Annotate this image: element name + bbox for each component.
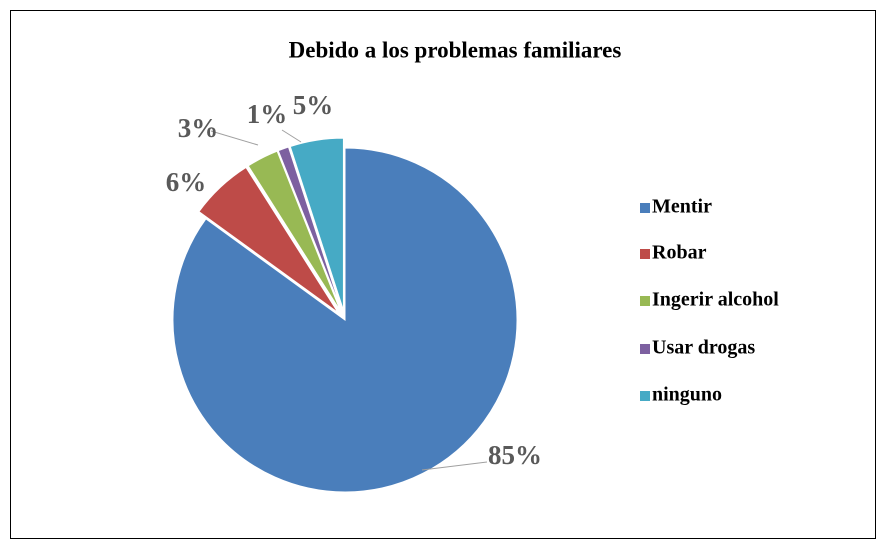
chart-title: Debido a los problemas familiares (289, 37, 622, 62)
leader-line (421, 461, 488, 471)
pie-slice (289, 137, 344, 311)
legend-label: ninguno (652, 384, 722, 406)
data-label: 5% (293, 90, 334, 120)
legend-swatch (640, 391, 650, 401)
leader-line (281, 129, 302, 143)
legend-swatch (640, 296, 650, 306)
legend-label: Usar drogas (652, 337, 755, 359)
legend-label: Mentir (652, 196, 712, 218)
pie-slice (198, 166, 339, 314)
data-label: 3% (178, 113, 219, 143)
leader-line (210, 130, 259, 146)
legend-swatch (640, 249, 650, 259)
data-label: 6% (166, 167, 207, 197)
pie-slice (172, 147, 518, 493)
legend-swatch (640, 203, 650, 213)
legend-label: Ingerir alcohol (652, 289, 779, 311)
legend-label: Robar (652, 242, 707, 264)
data-label: 85% (488, 440, 542, 470)
pie-slice (277, 146, 343, 311)
data-label: 1% (247, 99, 288, 129)
legend-swatch (640, 344, 650, 354)
pie-slice (247, 150, 341, 312)
